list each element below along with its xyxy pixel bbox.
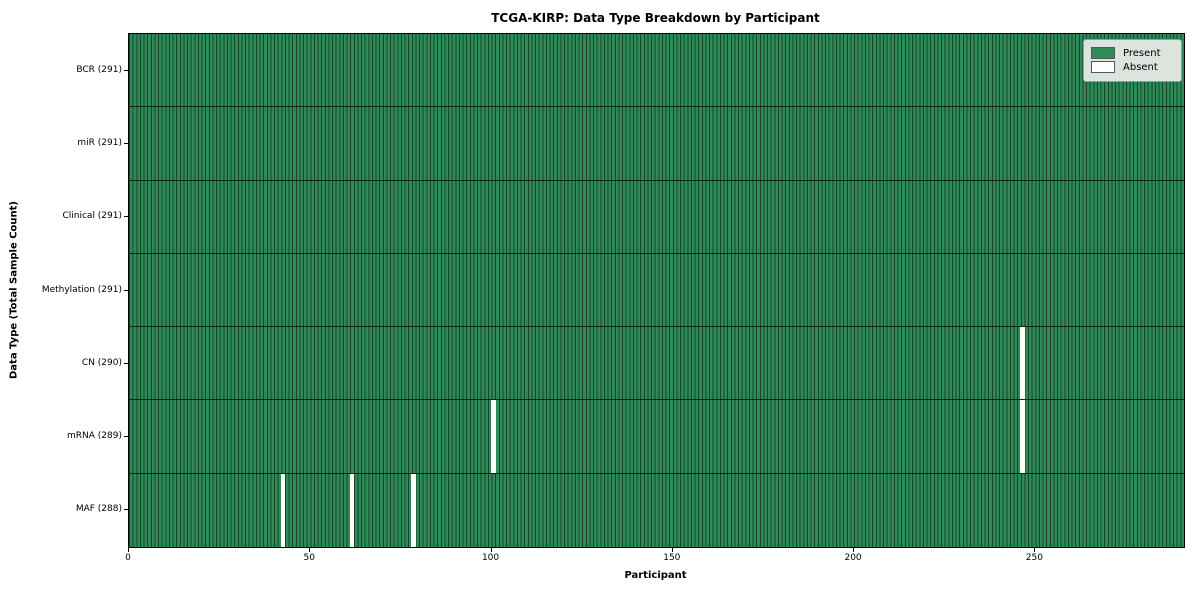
y-tick-label-clinical: Clinical (291) — [62, 211, 122, 222]
y-tick-mark — [124, 289, 128, 291]
row-clinical — [129, 180, 1184, 254]
legend-label-absent: Absent — [1123, 61, 1158, 73]
y-tick-mark — [124, 436, 128, 438]
legend-entry-absent: Absent — [1091, 61, 1173, 73]
absent-bar — [349, 473, 355, 547]
x-tick-label-50: 50 — [303, 553, 315, 563]
row-mir — [129, 107, 1184, 181]
y-tick-mark — [124, 142, 128, 144]
x-axis-label: Participant — [624, 570, 687, 581]
x-tick-mark — [671, 548, 673, 552]
x-tick-mark — [853, 548, 855, 552]
row-methylation — [129, 253, 1184, 328]
x-tick-mark — [309, 548, 311, 552]
y-tick-label-methylation: Methylation (291) — [41, 284, 122, 295]
legend: Present Absent — [1083, 39, 1182, 82]
y-tick-label-mrna: mRNA (289) — [67, 431, 122, 442]
x-tick-mark — [490, 548, 492, 552]
y-tick-label-cn: CN (290) — [81, 357, 122, 368]
x-tick-label-100: 100 — [481, 553, 500, 563]
x-tick-label-150: 150 — [663, 553, 681, 563]
y-tick-mark — [124, 362, 128, 364]
x-tick-mark — [128, 548, 129, 552]
y-tick-label-mir: miR (291) — [77, 137, 122, 148]
plot-area — [128, 33, 1185, 548]
row-cn — [129, 327, 1184, 401]
chart-title: TCGA-KIRP: Data Type Breakdown by Partic… — [491, 11, 820, 25]
row-bcr — [129, 34, 1184, 108]
absent-bar — [411, 473, 416, 547]
y-axis-label: Data Type (Total Sample Count) — [8, 200, 20, 380]
x-tick-label-200: 200 — [844, 553, 862, 563]
absent-swatch-icon — [1091, 61, 1115, 73]
x-tick-mark — [1034, 548, 1036, 552]
legend-entry-present: Present — [1091, 47, 1173, 59]
absent-bar — [1020, 327, 1025, 400]
x-tick-label-250: 250 — [1025, 553, 1043, 563]
x-tick-label-0: 0 — [125, 553, 131, 563]
y-tick-mark — [124, 216, 128, 218]
absent-bar — [280, 473, 286, 547]
absent-bar — [491, 400, 496, 473]
y-tick-label-maf: MAF (288) — [75, 504, 122, 515]
present-swatch-icon — [1091, 47, 1115, 59]
y-tick-mark — [124, 509, 128, 511]
row-maf — [129, 473, 1184, 547]
absent-bar — [1020, 400, 1025, 473]
y-tick-mark — [124, 69, 128, 71]
y-tick-label-bcr: BCR (291) — [76, 64, 122, 75]
legend-label-present: Present — [1123, 47, 1161, 59]
row-mrna — [129, 400, 1184, 474]
